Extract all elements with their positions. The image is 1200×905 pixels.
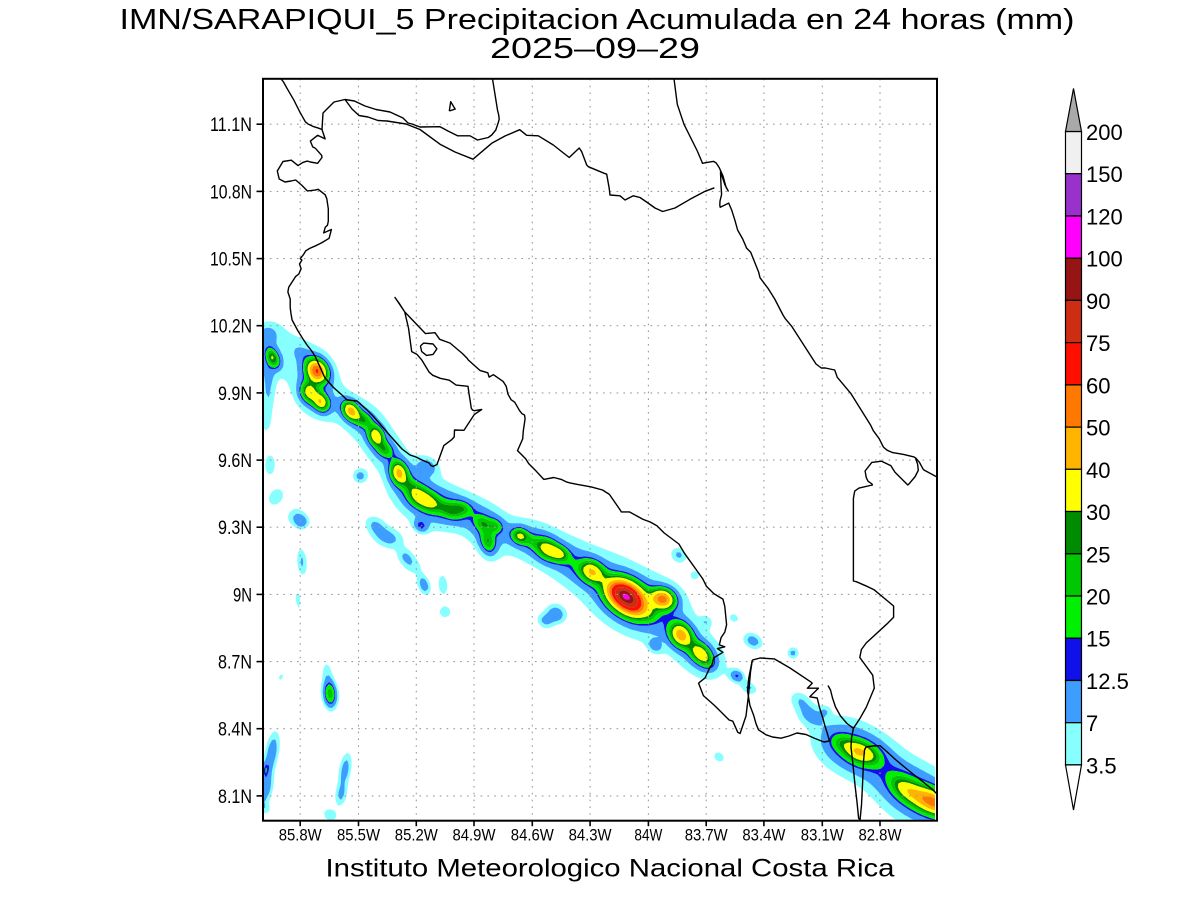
svg-text:200: 200	[1086, 120, 1123, 145]
svg-text:83.7W: 83.7W	[685, 826, 728, 845]
svg-text:85.2W: 85.2W	[395, 826, 438, 845]
svg-text:20: 20	[1086, 585, 1110, 610]
svg-text:150: 150	[1086, 162, 1123, 187]
svg-text:9.9N: 9.9N	[218, 384, 252, 405]
svg-text:84.3W: 84.3W	[569, 826, 612, 845]
svg-text:2025–09–29: 2025–09–29	[490, 33, 700, 65]
svg-text:40: 40	[1086, 458, 1110, 483]
svg-text:IMN/SARAPIQUI_5 Precipitacion: IMN/SARAPIQUI_5 Precipitacion Acumulada …	[120, 4, 1075, 36]
svg-text:85.8W: 85.8W	[279, 826, 322, 845]
svg-text:90: 90	[1086, 289, 1110, 314]
svg-text:83.4W: 83.4W	[742, 826, 785, 845]
svg-text:3.5: 3.5	[1086, 753, 1117, 778]
svg-text:9N: 9N	[233, 585, 252, 606]
svg-text:8.4N: 8.4N	[218, 720, 252, 741]
svg-text:12.5: 12.5	[1086, 669, 1129, 694]
svg-text:8.7N: 8.7N	[218, 653, 252, 674]
svg-text:120: 120	[1086, 205, 1123, 230]
svg-text:84W: 84W	[634, 826, 662, 845]
svg-text:15: 15	[1086, 627, 1110, 652]
svg-text:84.6W: 84.6W	[511, 826, 554, 845]
svg-text:84.9W: 84.9W	[453, 826, 496, 845]
svg-text:Instituto Meteorologico Nacion: Instituto Meteorologico Nacional Costa R…	[326, 855, 895, 883]
svg-text:60: 60	[1086, 373, 1110, 398]
svg-text:75: 75	[1086, 331, 1110, 356]
svg-text:9.6N: 9.6N	[218, 451, 252, 472]
svg-text:83.1W: 83.1W	[801, 826, 844, 845]
svg-text:82.8W: 82.8W	[859, 826, 902, 845]
svg-text:50: 50	[1086, 416, 1110, 441]
svg-text:25: 25	[1086, 542, 1110, 567]
svg-text:10.8N: 10.8N	[210, 182, 252, 203]
svg-text:11.1N: 11.1N	[210, 115, 252, 136]
svg-text:30: 30	[1086, 500, 1110, 525]
svg-text:10.2N: 10.2N	[210, 317, 252, 338]
svg-text:100: 100	[1086, 247, 1123, 272]
svg-text:85.5W: 85.5W	[337, 826, 380, 845]
svg-text:10.5N: 10.5N	[210, 250, 252, 271]
svg-text:9.3N: 9.3N	[218, 518, 252, 539]
svg-text:7: 7	[1086, 711, 1098, 736]
svg-text:8.1N: 8.1N	[218, 787, 252, 808]
